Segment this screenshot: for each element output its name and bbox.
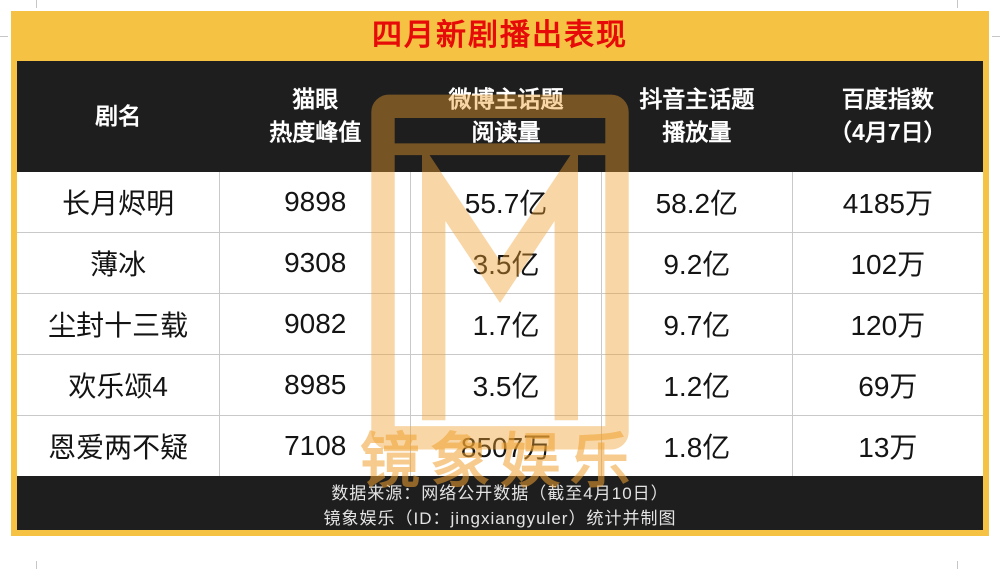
- page-title: 四月新剧播出表现: [372, 19, 628, 52]
- table-row: 薄冰 9308 3.5亿 9.2亿 102万: [17, 232, 983, 294]
- cell-baidu: 13万: [791, 415, 983, 477]
- cell-drama-name: 尘封十三载: [17, 293, 221, 355]
- header-baidu-index: 百度指数 （4月7日）: [791, 61, 983, 172]
- drama-stats-table: 剧名 猫眼 热度峰值 微博主话题 阅读量 抖音主话题 播放量 百度指数 （4月7…: [17, 61, 983, 477]
- cell-drama-name: 恩爱两不疑: [17, 415, 221, 477]
- header-weibo-topic-reads: 微博主话题 阅读量: [410, 61, 602, 172]
- cell-weibo: 55.7亿: [410, 171, 602, 233]
- cell-douyin: 9.7亿: [600, 293, 793, 355]
- header-drama-name: 剧名: [17, 61, 221, 172]
- cell-drama-name: 长月烬明: [17, 171, 221, 233]
- cell-douyin: 1.8亿: [600, 415, 793, 477]
- cell-maoyan: 9898: [219, 171, 412, 233]
- cell-drama-name: 欢乐颂4: [17, 354, 221, 416]
- crop-mark: [957, 0, 958, 8]
- crop-mark: [0, 36, 8, 37]
- cell-douyin: 58.2亿: [600, 171, 793, 233]
- cell-weibo: 1.7亿: [410, 293, 602, 355]
- footer-source-line: 数据来源：网络公开数据（截至4月10日）: [331, 484, 669, 503]
- cell-douyin: 1.2亿: [600, 354, 793, 416]
- table-row: 恩爱两不疑 7108 8507万 1.8亿 13万: [17, 415, 983, 477]
- cell-weibo: 8507万: [410, 415, 602, 477]
- crop-mark: [992, 36, 1000, 37]
- table-row: 欢乐颂4 8985 3.5亿 1.2亿 69万: [17, 354, 983, 416]
- crop-mark: [957, 561, 958, 569]
- cell-maoyan: 9308: [219, 232, 412, 294]
- cell-maoyan: 7108: [219, 415, 412, 477]
- table-row: 尘封十三载 9082 1.7亿 9.7亿 120万: [17, 293, 983, 355]
- table-footer: 数据来源：网络公开数据（截至4月10日） 镜象娱乐（ID：jingxiangyu…: [17, 476, 983, 530]
- header-maoyan-heat-peak: 猫眼 热度峰值: [219, 61, 412, 172]
- table-header-row: 剧名 猫眼 热度峰值 微博主话题 阅读量 抖音主话题 播放量 百度指数 （4月7…: [17, 61, 983, 172]
- table-row: 长月烬明 9898 55.7亿 58.2亿 4185万: [17, 171, 983, 233]
- cell-baidu: 4185万: [791, 171, 983, 233]
- table-content: 剧名 猫眼 热度峰值 微博主话题 阅读量 抖音主话题 播放量 百度指数 （4月7…: [17, 61, 983, 530]
- cell-maoyan: 8985: [219, 354, 412, 416]
- cell-douyin: 9.2亿: [600, 232, 793, 294]
- footer-credit-line: 镜象娱乐（ID：jingxiangyuler）统计并制图: [323, 509, 677, 528]
- crop-mark: [36, 0, 37, 8]
- cell-baidu: 120万: [791, 293, 983, 355]
- table-frame: 四月新剧播出表现 剧名 猫眼 热度峰值 微博主话题 阅读量 抖音主话题 播放量 …: [11, 11, 989, 536]
- cell-maoyan: 9082: [219, 293, 412, 355]
- cell-baidu: 102万: [791, 232, 983, 294]
- cell-baidu: 69万: [791, 354, 983, 416]
- crop-mark: [36, 561, 37, 569]
- cell-drama-name: 薄冰: [17, 232, 221, 294]
- cell-weibo: 3.5亿: [410, 232, 602, 294]
- header-douyin-topic-plays: 抖音主话题 播放量: [600, 61, 793, 172]
- cell-weibo: 3.5亿: [410, 354, 602, 416]
